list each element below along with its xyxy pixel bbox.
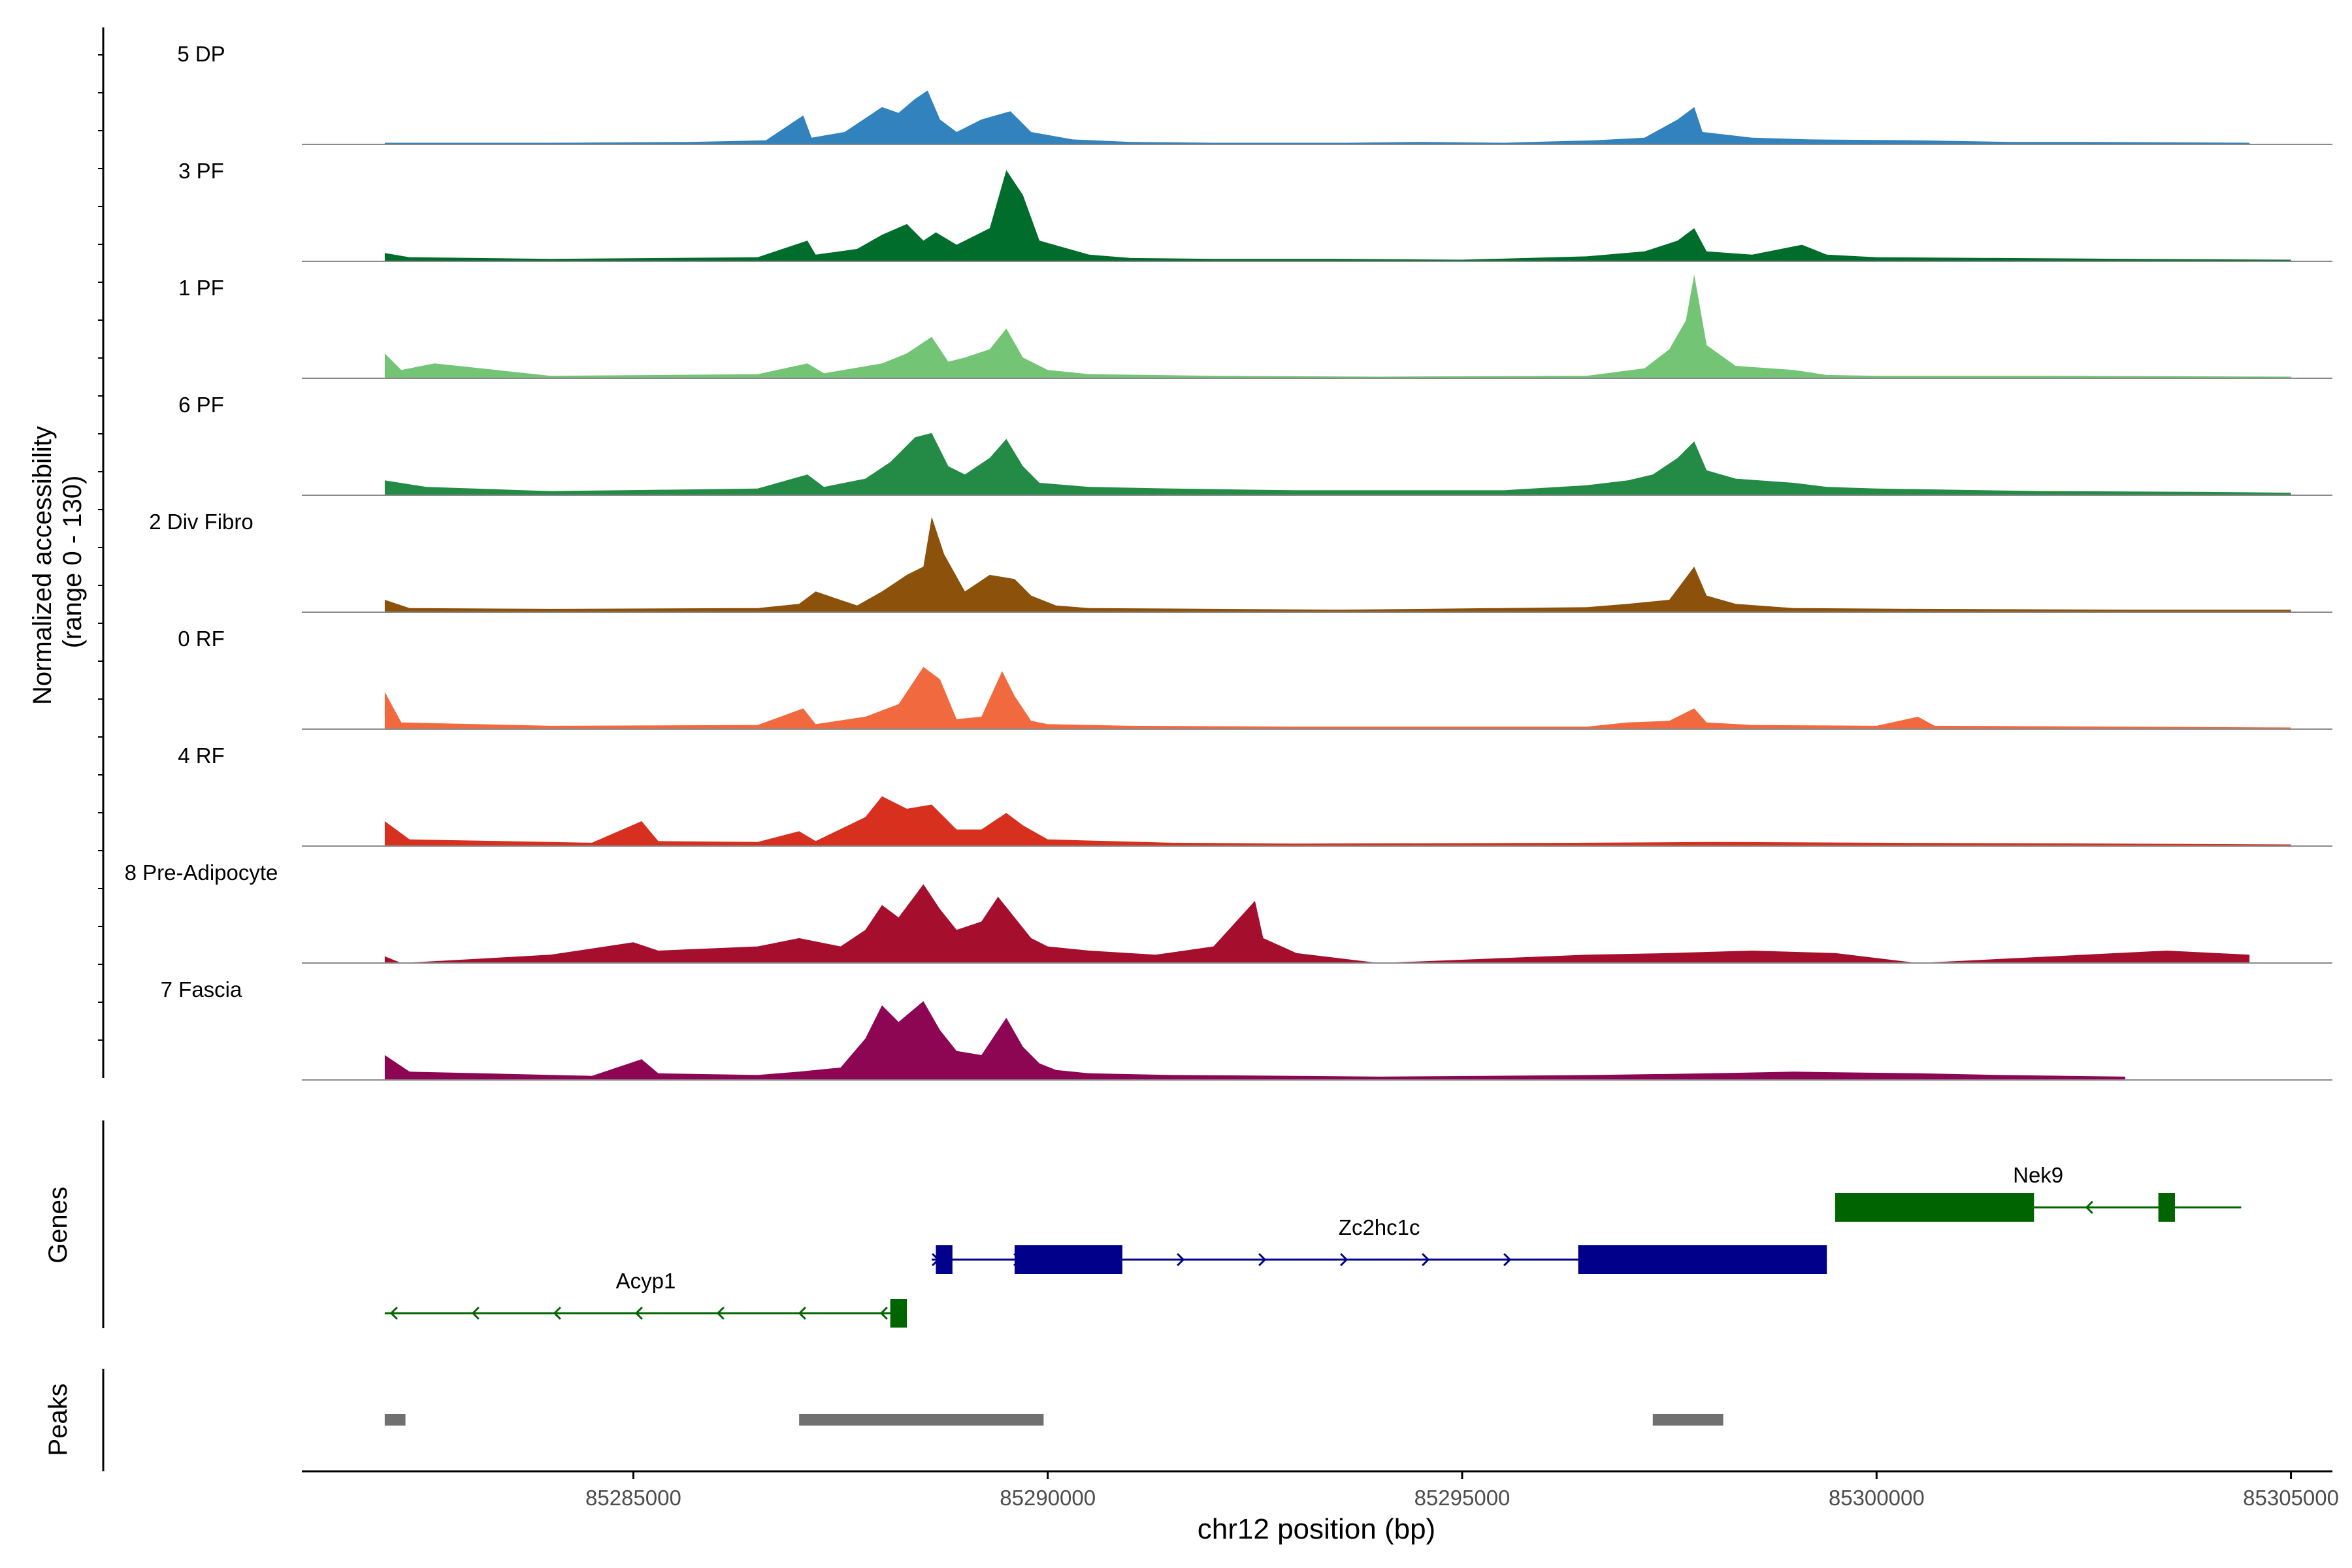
gene-exon (936, 1245, 953, 1274)
coverage-y-ticks (98, 54, 103, 1041)
coverage-panel: Normalized accessibility (range 0 - 130)… (28, 27, 2332, 1081)
gene-exon (1014, 1245, 1122, 1274)
track-3: 1 PF (178, 274, 2332, 379)
peaks-track-label: Peaks (44, 1383, 73, 1456)
track-area (384, 796, 2291, 846)
x-tick-label: 85285000 (585, 1486, 681, 1510)
track-7: 4 RF (178, 743, 2332, 847)
genes-layer: Acyp1 Zc2hc1c Nek9 (384, 1163, 2242, 1328)
gene-exon (890, 1299, 907, 1328)
track-8: 8 Pre-Adipocyte (125, 860, 2332, 964)
gene-nek9: Nek9 (1835, 1163, 2242, 1222)
track-label: 5 DP (177, 42, 225, 66)
track-2: 3 PF (178, 159, 2332, 262)
x-tick-label: 85295000 (1414, 1486, 1511, 1510)
track-label: 3 PF (178, 159, 224, 183)
track-area (384, 884, 2250, 963)
track-label: 8 Pre-Adipocyte (125, 860, 278, 885)
x-tick-label: 85290000 (1000, 1486, 1096, 1510)
track-label: 1 PF (178, 276, 224, 300)
strand-arrow (634, 1306, 643, 1320)
x-axis-ticks: 85285000 85290000 85295000 85300000 85305000 (585, 1471, 2339, 1510)
x-axis-title: chr12 position (bp) (1198, 1513, 1435, 1545)
track-label: 4 RF (178, 743, 225, 768)
strand-arrow (879, 1306, 888, 1320)
genes-panel: Genes Acyp1 Zc2hc1c Nek9 (44, 1120, 2242, 1328)
strand-arrow (1422, 1252, 1430, 1267)
peak-bar (799, 1414, 1044, 1426)
strand-arrow (1340, 1252, 1348, 1267)
track-label: 7 Fascia (161, 977, 242, 1002)
gene-label: Acyp1 (616, 1269, 676, 1293)
track-label: 2 Div Fibro (149, 510, 253, 534)
track-area (384, 433, 2291, 495)
strand-arrow (1258, 1252, 1267, 1267)
gene-zc2hc1c: Zc2hc1c (932, 1215, 1827, 1274)
gene-exon (1835, 1193, 2034, 1222)
track-area (384, 90, 2250, 144)
tracks-layer: 5 DP 3 PF 1 PF 6 PF 2 Div Fibro 0 RF 4 RF 8 Pre… (125, 42, 2332, 1081)
gene-label: Zc2hc1c (1339, 1215, 1420, 1239)
track-label: 0 RF (178, 627, 225, 651)
track-1: 5 DP (177, 42, 2332, 145)
peaks-panel: Peaks (44, 1369, 1723, 1471)
strand-arrow (2085, 1200, 2093, 1215)
x-tick-label: 85305000 (2243, 1486, 2339, 1510)
strand-arrow (798, 1306, 806, 1320)
y-axis-title-line1: Normalized accessibility (28, 426, 57, 705)
gene-exon (2158, 1193, 2175, 1222)
strand-arrow (716, 1306, 725, 1320)
track-label: 6 PF (178, 393, 224, 417)
strand-arrow (389, 1306, 398, 1320)
gene-exon (1578, 1245, 1827, 1274)
x-tick-label: 85300000 (1829, 1486, 1925, 1510)
peak-bar (1652, 1414, 1723, 1426)
strand-arrow (1503, 1252, 1512, 1267)
strand-arrow (553, 1306, 561, 1320)
y-axis-title-line2: (range 0 - 130) (58, 476, 87, 649)
peaks-layer (384, 1414, 1723, 1426)
genes-track-label: Genes (44, 1186, 73, 1264)
strand-arrow (471, 1306, 480, 1320)
gene-label: Nek9 (2013, 1163, 2063, 1187)
track-4: 6 PF (178, 393, 2332, 496)
x-axis: 85285000 85290000 85295000 85300000 85305000… (302, 1470, 2339, 1545)
track-5: 2 Div Fibro (149, 510, 2332, 613)
track-6: 0 RF (178, 627, 2332, 730)
gene-acyp1: Acyp1 (384, 1269, 907, 1328)
y-axis-title: Normalized accessibility (range 0 - 130) (28, 419, 87, 705)
track-9: 7 Fascia (161, 977, 2332, 1081)
peak-bar (384, 1414, 406, 1426)
strand-arrow (1177, 1252, 1185, 1267)
